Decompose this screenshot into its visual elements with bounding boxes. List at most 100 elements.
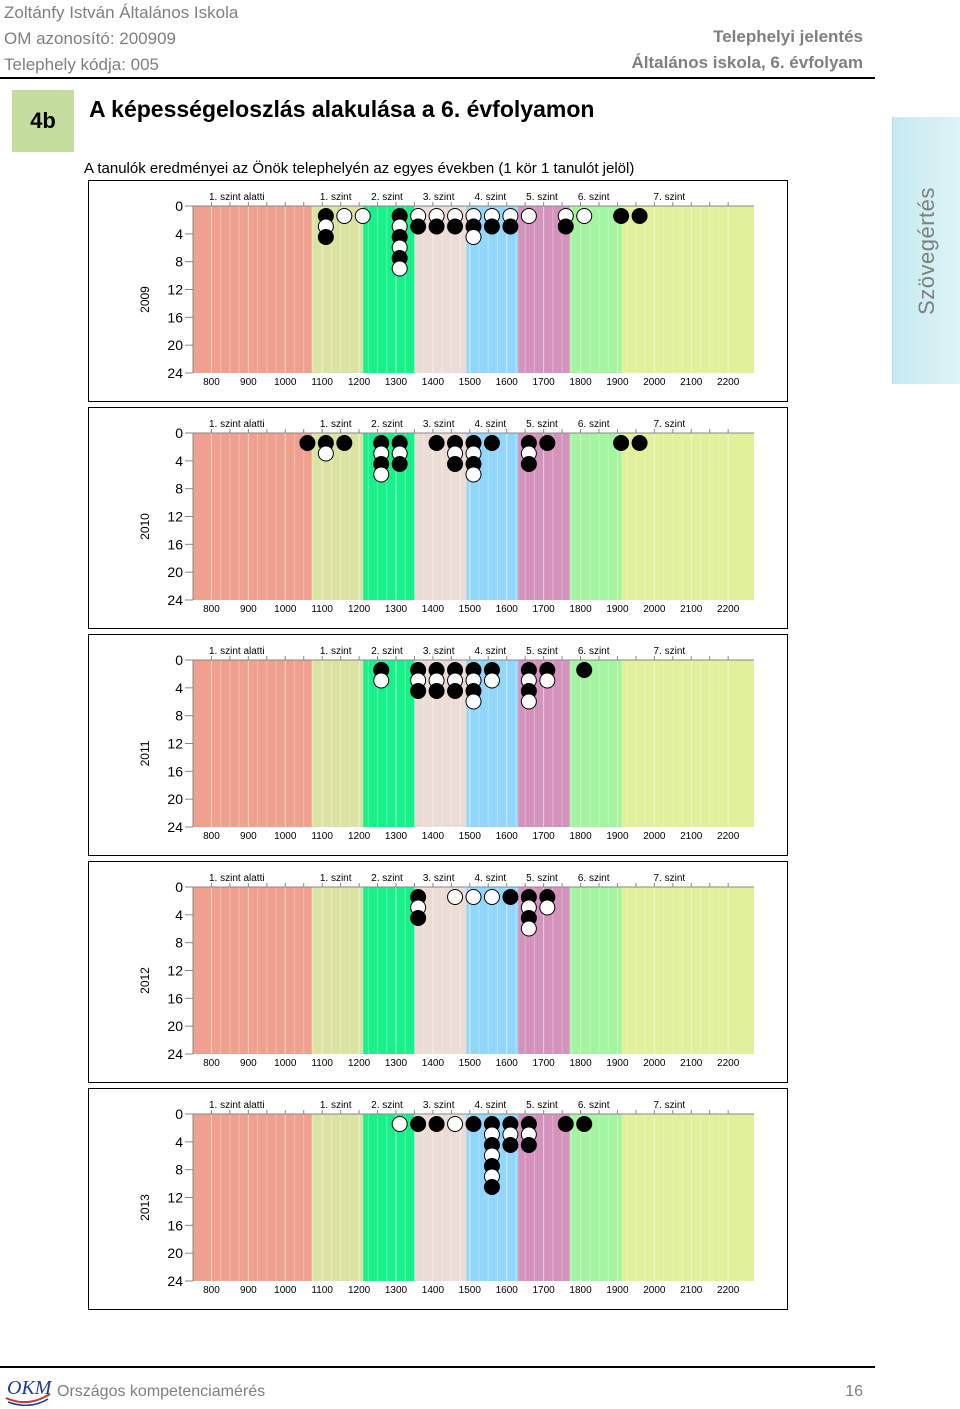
x-tick-label: 1300 [385,831,408,842]
band-label: 7. szint [654,419,686,430]
x-tick-label: 1300 [385,1058,408,1069]
footer-org: Országos kompetenciamérés [57,1383,266,1400]
panel-plot-2009: 1. szint alatti 1. szint 2. szint 3. szint 4… [138,192,754,388]
level-band [311,1114,364,1281]
x-tick-label: 1400 [422,377,445,388]
x-tick-label: 2200 [717,1058,740,1069]
x-tick-label: 1600 [496,1058,519,1069]
student-dot [317,229,334,245]
student-dot [465,229,482,245]
student-dot [336,208,353,224]
chart-subtitle: A tanulók eredményei az Önök telephelyén… [84,160,635,177]
band-label: 1. szint alatti [209,1100,265,1111]
x-tick-label: 1000 [274,604,297,615]
site-code: Telephely kódja: 005 [4,55,160,74]
year-label: 2012 [138,967,152,994]
section-title: A képességeloszlás alakulása a 6. évfoly… [89,96,595,122]
band-label: 5. szint [526,873,558,884]
x-tick-label: 1700 [533,1285,556,1296]
student-dot [465,1116,482,1132]
x-tick-label: 1500 [459,1285,482,1296]
band-label: 1. szint alatti [209,646,265,657]
student-dot [447,683,464,699]
band-label: 1. szint alatti [209,192,265,203]
year-panel-2011: 1. szint alatti 1. szint 2. szint 3. szint 4… [88,634,788,856]
x-tick-label: 2200 [717,377,740,388]
x-tick-label: 2100 [680,604,703,615]
x-tick-label: 1100 [311,604,333,615]
x-tick-label: 1000 [274,1058,297,1069]
band-label: 5. szint [526,192,558,203]
student-dot [502,1137,519,1153]
student-dot [520,208,537,224]
student-dot [502,218,519,235]
level-band [311,433,364,600]
x-tick-label: 2000 [643,604,666,615]
x-tick-label: 1400 [422,604,445,615]
student-dot [631,435,648,451]
level-band [363,660,415,827]
x-tick-label: 900 [240,377,257,388]
page-header-right: Telephelyi jelentés Általános iskola, 6.… [632,24,863,76]
band-label: 4. szint [474,192,506,203]
y-tick-label: 16 [167,309,183,325]
student-dot [576,662,593,678]
x-tick-label: 800 [203,377,220,388]
y-tick-label: 16 [167,990,183,1006]
x-tick-label: 1100 [311,831,333,842]
x-tick-label: 900 [240,604,257,615]
x-tick-label: 1100 [311,1285,333,1296]
side-tab[interactable]: Szövegértés [892,117,960,384]
band-label: 6. szint [578,873,610,884]
student-dot [428,218,445,235]
y-tick-label: 4 [175,1134,183,1150]
y-tick-label: 16 [167,1217,183,1233]
y-tick-label: 12 [167,282,183,298]
level-band [569,1114,622,1281]
page-header-left: Zoltánfy István Általános Iskola OM azon… [4,0,238,78]
y-tick-label: 20 [167,1018,183,1034]
y-tick-label: 4 [175,907,183,923]
x-tick-label: 900 [240,1285,257,1296]
x-tick-label: 2200 [717,1285,740,1296]
student-dot [410,683,427,699]
student-dot [483,889,500,905]
band-label: 6. szint [578,646,610,657]
band-label: 2. szint [371,192,403,203]
student-dot [336,435,353,451]
x-tick-label: 1400 [422,1058,445,1069]
level-band [193,433,312,600]
x-tick-label: 1200 [348,604,371,615]
student-dot [502,889,519,905]
x-tick-label: 800 [203,604,220,615]
level-band [621,1114,754,1281]
x-tick-label: 1900 [606,1285,629,1296]
student-dot [317,445,334,462]
x-tick-label: 1900 [606,377,629,388]
band-label: 5. szint [526,1100,558,1111]
student-dot [483,672,500,689]
y-tick-label: 24 [167,365,183,381]
x-tick-label: 1300 [385,604,408,615]
report-type: Telephelyi jelentés [713,27,863,46]
y-tick-label: 24 [167,819,183,835]
x-tick-label: 2000 [643,1058,666,1069]
band-label: 4. szint [474,646,506,657]
student-dot [447,218,464,235]
band-label: 6. szint [578,419,610,430]
x-tick-label: 1500 [459,1058,482,1069]
x-tick-label: 1800 [569,1058,592,1069]
year-label: 2010 [138,513,152,540]
x-tick-label: 2200 [717,831,740,842]
y-tick-label: 8 [175,1162,183,1178]
level-band [569,660,622,827]
x-tick-label: 1100 [311,1058,333,1069]
y-tick-label: 8 [175,935,183,951]
band-label: 4. szint [474,1100,506,1111]
y-tick-label: 0 [175,652,183,668]
x-tick-label: 1500 [459,604,482,615]
y-tick-label: 4 [175,680,183,696]
student-dot [539,899,556,916]
student-dot [576,208,593,224]
x-tick-label: 1100 [311,377,333,388]
